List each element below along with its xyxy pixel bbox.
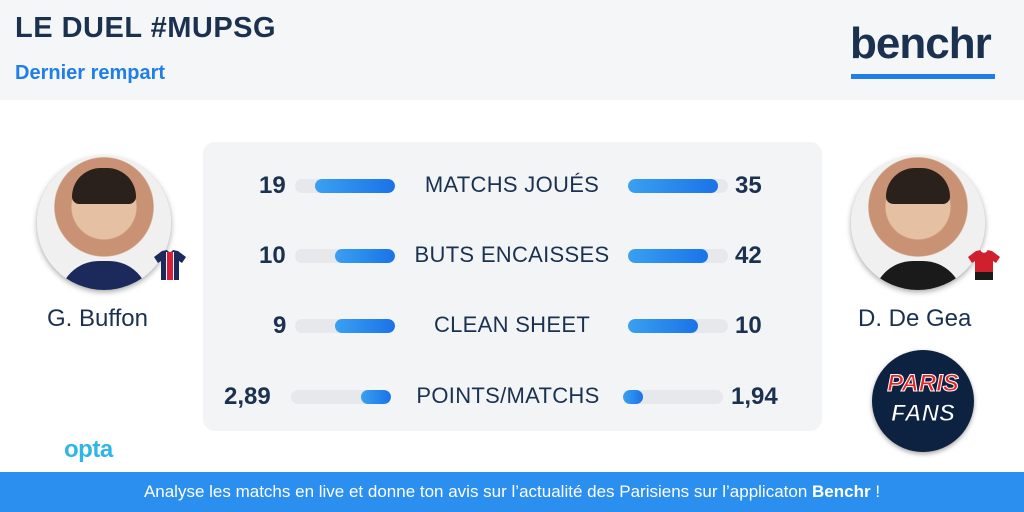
header-bar: LE DUEL #MUPSG Dernier rempart benchr (0, 0, 1024, 100)
stat-matchs-left-bar (295, 179, 395, 193)
page-subtitle: Dernier rempart (15, 62, 166, 84)
footer-banner[interactable]: Analyse les matchs en live et donne ton … (0, 472, 1024, 512)
paris-fans-line2: FANS (890, 400, 955, 428)
stat-matchs-left-value: 19 (259, 172, 286, 199)
player-right-name: D. De Gea (858, 305, 972, 332)
player-left-name: G. Buffon (47, 305, 148, 332)
stat-buts-right-fill (628, 249, 708, 263)
stat-matchs-right-fill (628, 179, 718, 193)
stat-matchs-left-fill (315, 179, 395, 193)
stat-buts-left-value: 10 (259, 242, 286, 269)
paris-fans-badge[interactable]: PARIS FANS (872, 350, 974, 452)
stat-clean-left-fill (335, 319, 395, 333)
stat-matchs-label: MATCHS JOUÉS (424, 172, 600, 197)
player-right-avatar (851, 156, 985, 290)
stat-points-left-value: 2,89 (224, 383, 271, 410)
stat-points-right-bar (623, 390, 723, 404)
stat-buts-right-bar (628, 249, 728, 263)
stat-buts-left-fill (335, 249, 395, 263)
stat-points-right-value: 1,94 (731, 383, 778, 410)
player-left-avatar (37, 156, 171, 290)
stat-clean-left-value: 9 (273, 312, 287, 339)
stat-points-right-fill (623, 390, 643, 404)
logo-underline (851, 74, 995, 79)
stat-buts-left-bar (295, 249, 395, 263)
stat-matchs-right-value: 35 (735, 172, 762, 199)
stat-buts-right-value: 42 (735, 242, 762, 269)
stat-clean-left-bar (295, 319, 395, 333)
stat-points-label: POINTS/MATCHS (416, 383, 600, 408)
stat-clean-label: CLEAN SHEET (433, 312, 591, 337)
player-right-hair (886, 168, 950, 204)
benchr-logo[interactable]: benchr (850, 19, 992, 68)
stat-clean-right-value: 10 (735, 312, 762, 339)
player-right-shirt (873, 261, 963, 290)
stat-buts-label: BUTS ENCAISSES (414, 242, 610, 267)
paris-fans-line1: PARIS (887, 370, 960, 398)
stats-panel: 19 MATCHS JOUÉS 35 10 BUTS ENCAISSES 42 … (203, 142, 822, 431)
footer-brand: Benchr (812, 482, 871, 501)
manutd-jersey-icon (968, 249, 1000, 280)
psg-jersey-icon (154, 250, 186, 280)
stat-clean-right-fill (628, 319, 698, 333)
stat-points-left-bar (291, 390, 391, 404)
page-title: LE DUEL #MUPSG (15, 12, 277, 44)
player-left-shirt (59, 261, 149, 290)
footer-text: Analyse les matchs en live et donne ton … (143, 482, 813, 501)
player-left-hair (72, 168, 136, 204)
stat-matchs-right-bar (628, 179, 728, 193)
stat-clean-right-bar (628, 319, 728, 333)
stat-points-left-fill (361, 390, 391, 404)
footer-suffix: ! (870, 482, 881, 501)
opta-logo: opta (64, 436, 113, 463)
